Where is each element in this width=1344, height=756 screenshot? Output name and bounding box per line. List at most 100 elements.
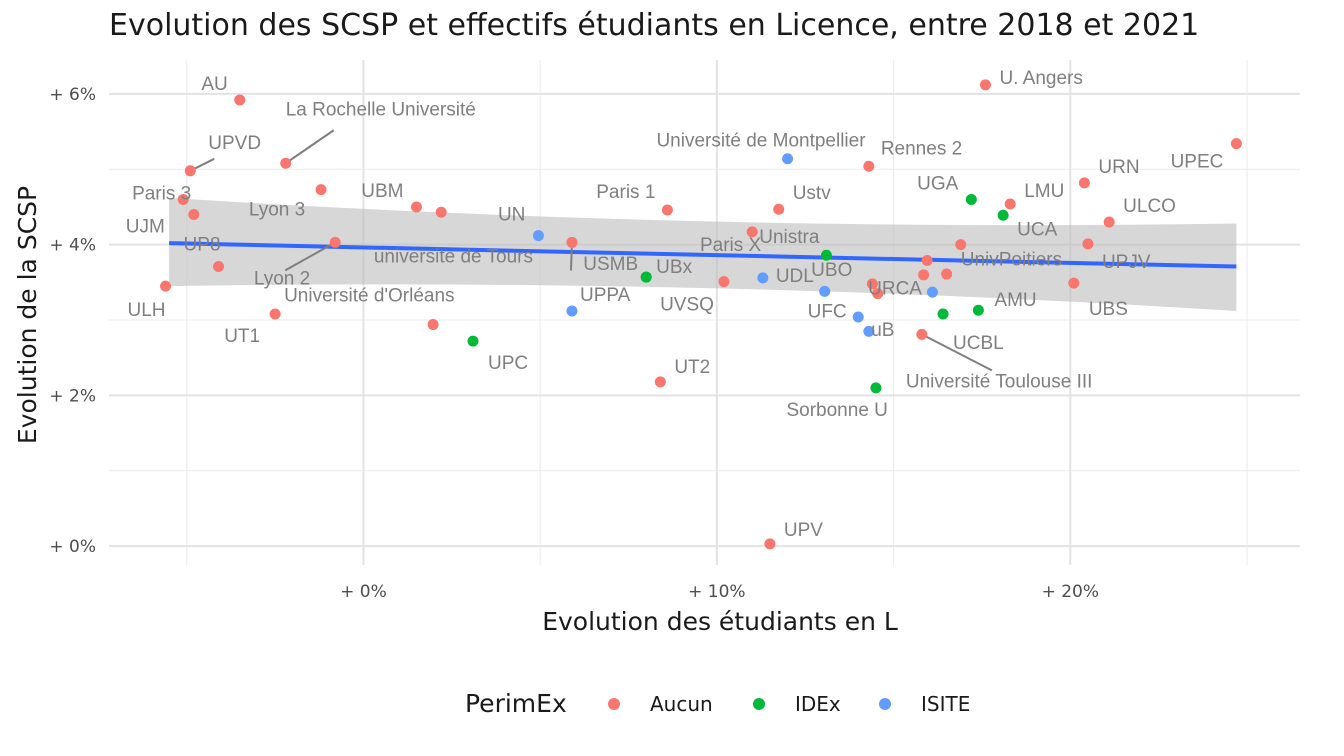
data-point xyxy=(757,272,769,284)
point-label: UT2 xyxy=(674,357,710,378)
point-label: UN xyxy=(498,205,525,226)
data-point xyxy=(661,204,673,216)
data-point xyxy=(566,236,578,248)
x-axis-title: Evolution des étudiants en L xyxy=(542,607,898,636)
point-label: AU xyxy=(201,74,227,95)
point-label: UP8 xyxy=(184,235,221,256)
point-label: Sorbonne U xyxy=(786,400,887,421)
data-point xyxy=(852,311,864,323)
point-label: UPEC xyxy=(1171,152,1224,173)
point-label: La Rochelle Université xyxy=(286,99,476,120)
data-point xyxy=(866,278,878,290)
point-label: Université d'Orléans xyxy=(284,286,454,307)
point-label: ULH xyxy=(128,300,166,321)
point-label: UVSQ xyxy=(660,295,714,316)
data-point xyxy=(872,288,884,300)
point-label: U. Angers xyxy=(999,68,1082,89)
data-point xyxy=(997,209,1009,221)
grid xyxy=(109,60,1300,565)
point-label: UFC xyxy=(808,301,847,322)
data-point xyxy=(820,249,832,261)
point-label: USMB xyxy=(583,254,638,275)
data-point xyxy=(1068,277,1080,289)
point-label: UnivPoitiers xyxy=(961,250,1062,271)
data-point xyxy=(941,268,953,280)
data-point xyxy=(467,335,479,347)
chart-title: Evolution des SCSP et effectifs étudiant… xyxy=(109,8,1200,43)
point-label: UBO xyxy=(811,260,852,281)
data-point xyxy=(718,276,730,288)
legend-label-idex: IDEx xyxy=(795,692,841,716)
legend: PerimEx Aucun IDEx ISITE xyxy=(465,689,970,718)
data-point xyxy=(1082,238,1094,250)
data-point xyxy=(427,319,439,331)
point-label: UCBL xyxy=(953,333,1004,354)
data-point xyxy=(819,285,831,297)
data-point xyxy=(921,254,933,266)
data-point xyxy=(1103,216,1115,228)
trend-line xyxy=(169,241,1237,269)
point-label: Lyon 2 xyxy=(254,268,310,289)
data-point xyxy=(315,184,327,196)
legend-key-isite xyxy=(879,698,891,710)
data-point xyxy=(746,226,758,238)
point-label: UPC xyxy=(488,353,528,374)
point-label: Paris X xyxy=(700,235,762,256)
data-point xyxy=(1230,138,1242,150)
data-point xyxy=(177,193,189,205)
point-label: UGA xyxy=(917,173,959,194)
legend-title: PerimEx xyxy=(465,689,567,718)
point-label: Unistra xyxy=(759,227,820,248)
data-point xyxy=(918,269,930,281)
data-point xyxy=(410,201,422,213)
data-point xyxy=(972,304,984,316)
y-tick-label: + 0% xyxy=(49,537,96,557)
data-point xyxy=(654,376,666,388)
point-label: LMU xyxy=(1024,181,1064,202)
data-point xyxy=(213,261,225,273)
point-label: UDL xyxy=(776,266,814,287)
legend-key-idex xyxy=(753,698,765,710)
point-label: Paris 1 xyxy=(596,182,655,203)
data-point xyxy=(863,160,875,172)
point-label: UCA xyxy=(1017,219,1057,240)
data-point xyxy=(566,305,578,317)
legend-label-aucun: Aucun xyxy=(650,692,713,716)
legend-label-isite: ISITE xyxy=(921,692,970,716)
point-label: UPVD xyxy=(208,133,261,154)
y-tick-label: + 4% xyxy=(49,236,96,256)
point-label: UPPA xyxy=(580,285,631,306)
point-label: Université Toulouse III xyxy=(906,371,1093,392)
point-labels: AU La Rochelle Université UPVD Paris 3 UJM UB… xyxy=(126,68,1224,541)
regression-line xyxy=(169,241,1237,269)
point-label: AMU xyxy=(994,290,1036,311)
point-label: UPJV xyxy=(1102,252,1151,273)
data-point xyxy=(979,79,991,91)
data-point xyxy=(1004,198,1016,210)
point-label: UBx xyxy=(656,257,692,278)
data-point xyxy=(863,325,875,337)
data-point xyxy=(773,203,785,215)
point-label: UBS xyxy=(1089,299,1128,320)
legend-key-aucun xyxy=(608,698,620,710)
data-points xyxy=(160,79,1242,550)
point-label: ULCO xyxy=(1123,196,1176,217)
data-point xyxy=(937,308,949,320)
data-point xyxy=(926,286,938,298)
point-label: Rennes 2 xyxy=(881,138,962,159)
y-tick-label: + 6% xyxy=(49,85,96,105)
data-point xyxy=(234,94,246,106)
point-label: UBM xyxy=(361,181,403,202)
data-point xyxy=(184,165,196,177)
point-label: Paris 3 xyxy=(132,183,191,204)
point-label: Lyon 3 xyxy=(249,199,305,220)
data-point xyxy=(782,153,794,165)
data-point xyxy=(1078,177,1090,189)
point-label: Ustv xyxy=(793,183,832,204)
data-point xyxy=(965,193,977,205)
label-leader-line xyxy=(284,241,336,272)
point-label: UJM xyxy=(126,217,165,238)
point-label: UPV xyxy=(784,520,823,541)
data-point xyxy=(280,157,292,169)
